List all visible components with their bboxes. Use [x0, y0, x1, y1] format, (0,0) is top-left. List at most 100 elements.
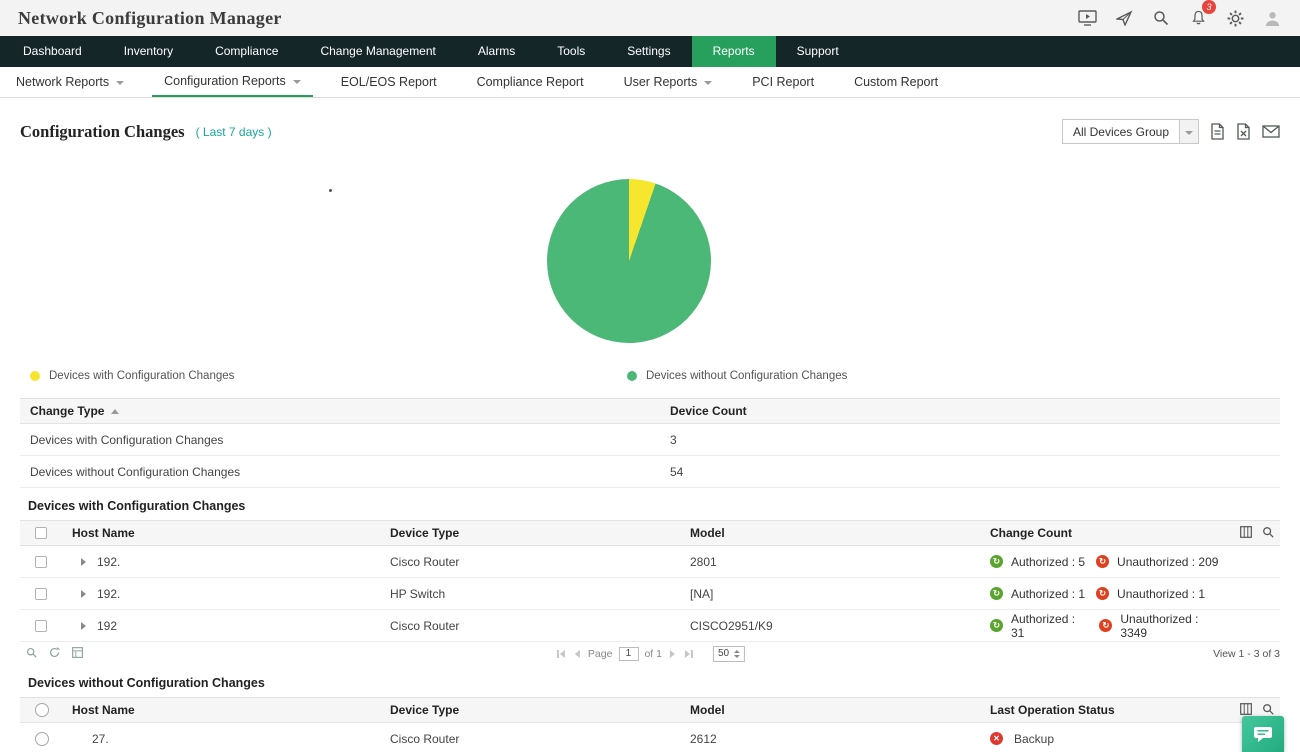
table-row[interactable]: 192. Cisco Router 2801 ↻ Authorized : 5 … [20, 546, 1280, 578]
page-size-select[interactable]: 50 [712, 645, 746, 662]
notifications-bell-icon[interactable]: 3 [1188, 0, 1216, 28]
col-device-type[interactable]: Device Type [390, 526, 460, 540]
device-group-value: All Devices Group [1072, 125, 1169, 139]
col-device-type[interactable]: Device Type [390, 703, 460, 717]
page-subtitle: ( Last 7 days ) [195, 124, 272, 139]
legend-item-without-changes[interactable]: Devices without Configuration Changes [627, 370, 847, 382]
nav-compliance[interactable]: Compliance [215, 44, 279, 58]
user-avatar-icon[interactable] [1262, 8, 1282, 28]
subnav-custom-report[interactable]: Custom Report [842, 67, 950, 97]
row-checkbox[interactable] [35, 619, 47, 632]
next-page-icon[interactable] [669, 649, 675, 658]
device-group-select[interactable]: All Devices Group [1061, 119, 1199, 144]
email-icon[interactable] [1262, 125, 1280, 138]
select-all-radio[interactable] [35, 703, 49, 717]
expand-arrow-icon[interactable] [81, 621, 86, 630]
column-chooser-icon[interactable] [1240, 702, 1252, 718]
table-search-icon[interactable] [1262, 526, 1274, 541]
nav-change-management[interactable]: Change Management [320, 44, 436, 58]
last-page-icon[interactable] [684, 649, 693, 658]
chevron-down-icon [1179, 120, 1198, 143]
subnav-label: Network Reports [16, 75, 110, 89]
nav-alarms[interactable]: Alarms [477, 44, 516, 58]
topbar-icon-group: 3 [1077, 0, 1282, 28]
host-name[interactable]: 192 [97, 618, 118, 633]
summary-row[interactable]: Devices with Configuration Changes 3 [20, 424, 1280, 456]
subnav-network-reports[interactable]: Network Reports [4, 67, 136, 97]
search-icon[interactable] [1151, 8, 1171, 28]
table-row[interactable]: 192. HP Switch [NA] ↻ Authorized : 1 ↻ U… [20, 578, 1280, 610]
table-search-icon[interactable] [1262, 703, 1274, 718]
col-label: Change Type [30, 404, 105, 418]
chart-dot-artifact [329, 189, 332, 192]
save-view-icon[interactable] [72, 646, 83, 661]
col-device-count[interactable]: Device Count [670, 404, 747, 418]
refresh-icon[interactable] [49, 646, 60, 661]
subnav-label: User Reports [623, 75, 698, 89]
device-model: [NA] [690, 586, 714, 601]
unauthorized-count[interactable]: Unauthorized : 1 [1117, 586, 1206, 601]
col-change-count[interactable]: Change Count [990, 526, 1072, 540]
nav-tools[interactable]: Tools [557, 44, 586, 58]
authorized-count[interactable]: Authorized : 5 [1011, 554, 1086, 569]
export-xls-icon[interactable] [1236, 123, 1251, 140]
authorized-count[interactable]: Authorized : 31 [1011, 611, 1076, 640]
host-name[interactable]: 192. [97, 554, 121, 569]
col-change-type[interactable]: Change Type [20, 404, 670, 418]
header-controls: All Devices Group [1061, 119, 1280, 144]
app-title: Network Configuration Manager [18, 7, 282, 28]
summary-row[interactable]: Devices without Configuration Changes 54 [20, 456, 1280, 488]
subnav-compliance-report[interactable]: Compliance Report [465, 67, 596, 97]
row-radio[interactable] [35, 731, 49, 746]
subnav-label: Custom Report [854, 75, 939, 89]
table-row[interactable]: 27. Cisco Router 2612 ✕ Backup [20, 723, 1280, 752]
chevron-down-icon [292, 80, 301, 84]
settings-gear-icon[interactable] [1225, 8, 1245, 28]
expand-arrow-icon[interactable] [81, 557, 86, 566]
host-name[interactable]: 27. [92, 731, 109, 746]
host-name[interactable]: 192. [97, 586, 121, 601]
col-host-name[interactable]: Host Name [72, 703, 135, 717]
subnav-configuration-reports[interactable]: Configuration Reports [152, 67, 313, 97]
subnav-label: EOL/EOS Report [340, 75, 437, 89]
prev-page-icon[interactable] [574, 649, 580, 658]
main-nav: Dashboard Inventory Compliance Change Ma… [0, 36, 1300, 67]
col-host-name[interactable]: Host Name [72, 526, 135, 540]
unauthorized-count[interactable]: Unauthorized : 3349 [1120, 611, 1199, 640]
filter-icon[interactable] [26, 647, 37, 661]
authorized-count[interactable]: Authorized : 1 [1011, 586, 1086, 601]
nav-reports[interactable]: Reports [691, 36, 776, 67]
subnav-eol-eos-report[interactable]: EOL/EOS Report [329, 67, 449, 97]
col-model[interactable]: Model [690, 526, 725, 540]
with-changes-heading: Devices with Configuration Changes [28, 499, 246, 513]
column-chooser-icon[interactable] [1240, 525, 1252, 541]
legend-item-with-changes[interactable]: Devices with Configuration Changes [30, 370, 234, 382]
row-checkbox[interactable] [35, 587, 47, 600]
export-pdf-icon[interactable] [1210, 123, 1225, 140]
first-page-icon[interactable] [556, 649, 565, 658]
select-all-checkbox[interactable] [35, 527, 47, 539]
page-input[interactable] [618, 646, 639, 661]
subnav-pci-report[interactable]: PCI Report [740, 67, 826, 97]
expand-arrow-icon[interactable] [81, 589, 86, 598]
device-count-value: 54 [670, 464, 684, 479]
table-row[interactable]: 192 Cisco Router CISCO2951/K9 ↻ Authoriz… [20, 610, 1280, 642]
col-model[interactable]: Model [690, 703, 725, 717]
nav-support[interactable]: Support [796, 44, 839, 58]
pie-chart[interactable] [547, 179, 711, 343]
backup-failed-icon: ✕ [990, 732, 1003, 745]
view-range-label: View 1 - 3 of 3 [1213, 647, 1280, 660]
row-checkbox[interactable] [35, 555, 47, 568]
col-last-operation-status[interactable]: Last Operation Status [990, 703, 1115, 717]
chart-legend: Devices with Configuration Changes Devic… [0, 370, 1300, 386]
nav-dashboard[interactable]: Dashboard [23, 44, 82, 58]
change-type-value: Devices with Configuration Changes [30, 432, 224, 447]
nav-inventory[interactable]: Inventory [123, 44, 174, 58]
nav-settings[interactable]: Settings [627, 44, 671, 58]
feedback-chat-button[interactable] [1242, 716, 1284, 752]
spinner-arrows-icon [734, 649, 741, 658]
subnav-user-reports[interactable]: User Reports [612, 67, 725, 97]
unauthorized-count[interactable]: Unauthorized : 209 [1117, 554, 1219, 569]
demo-video-icon[interactable] [1077, 8, 1097, 28]
rocket-icon[interactable] [1114, 8, 1134, 28]
